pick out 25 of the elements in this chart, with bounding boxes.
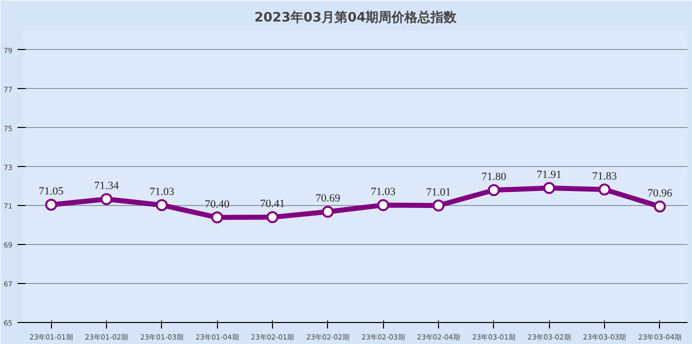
point [598,184,610,196]
data-label: 70.40 [204,198,230,210]
point [156,199,168,212]
data-label: 71.05 [38,186,64,198]
point [654,200,666,212]
data-label: 70.69 [315,192,341,205]
point [432,200,444,212]
data-label: 71.34 [94,180,120,192]
data-label: 71.83 [592,170,618,183]
point [100,193,112,206]
point [211,211,224,224]
chart-title: 2023年03月第04期周价格总指数 [254,10,458,26]
data-label: 70.96 [647,187,673,200]
point [377,199,390,212]
point [266,211,278,224]
data-label: 71.01 [426,186,451,199]
point [543,182,556,194]
data-label: 71.80 [481,171,507,184]
data-label: 70.41 [260,198,285,210]
point [322,206,334,218]
data-label: 71.03 [149,186,175,198]
point [488,184,500,196]
point [45,198,58,211]
data-label: 71.91 [536,168,562,181]
data-label: 71.03 [370,186,396,198]
